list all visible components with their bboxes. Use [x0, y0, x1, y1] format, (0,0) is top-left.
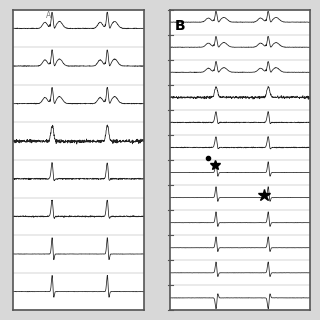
- Text: A: A: [45, 11, 51, 20]
- Text: B: B: [175, 19, 186, 33]
